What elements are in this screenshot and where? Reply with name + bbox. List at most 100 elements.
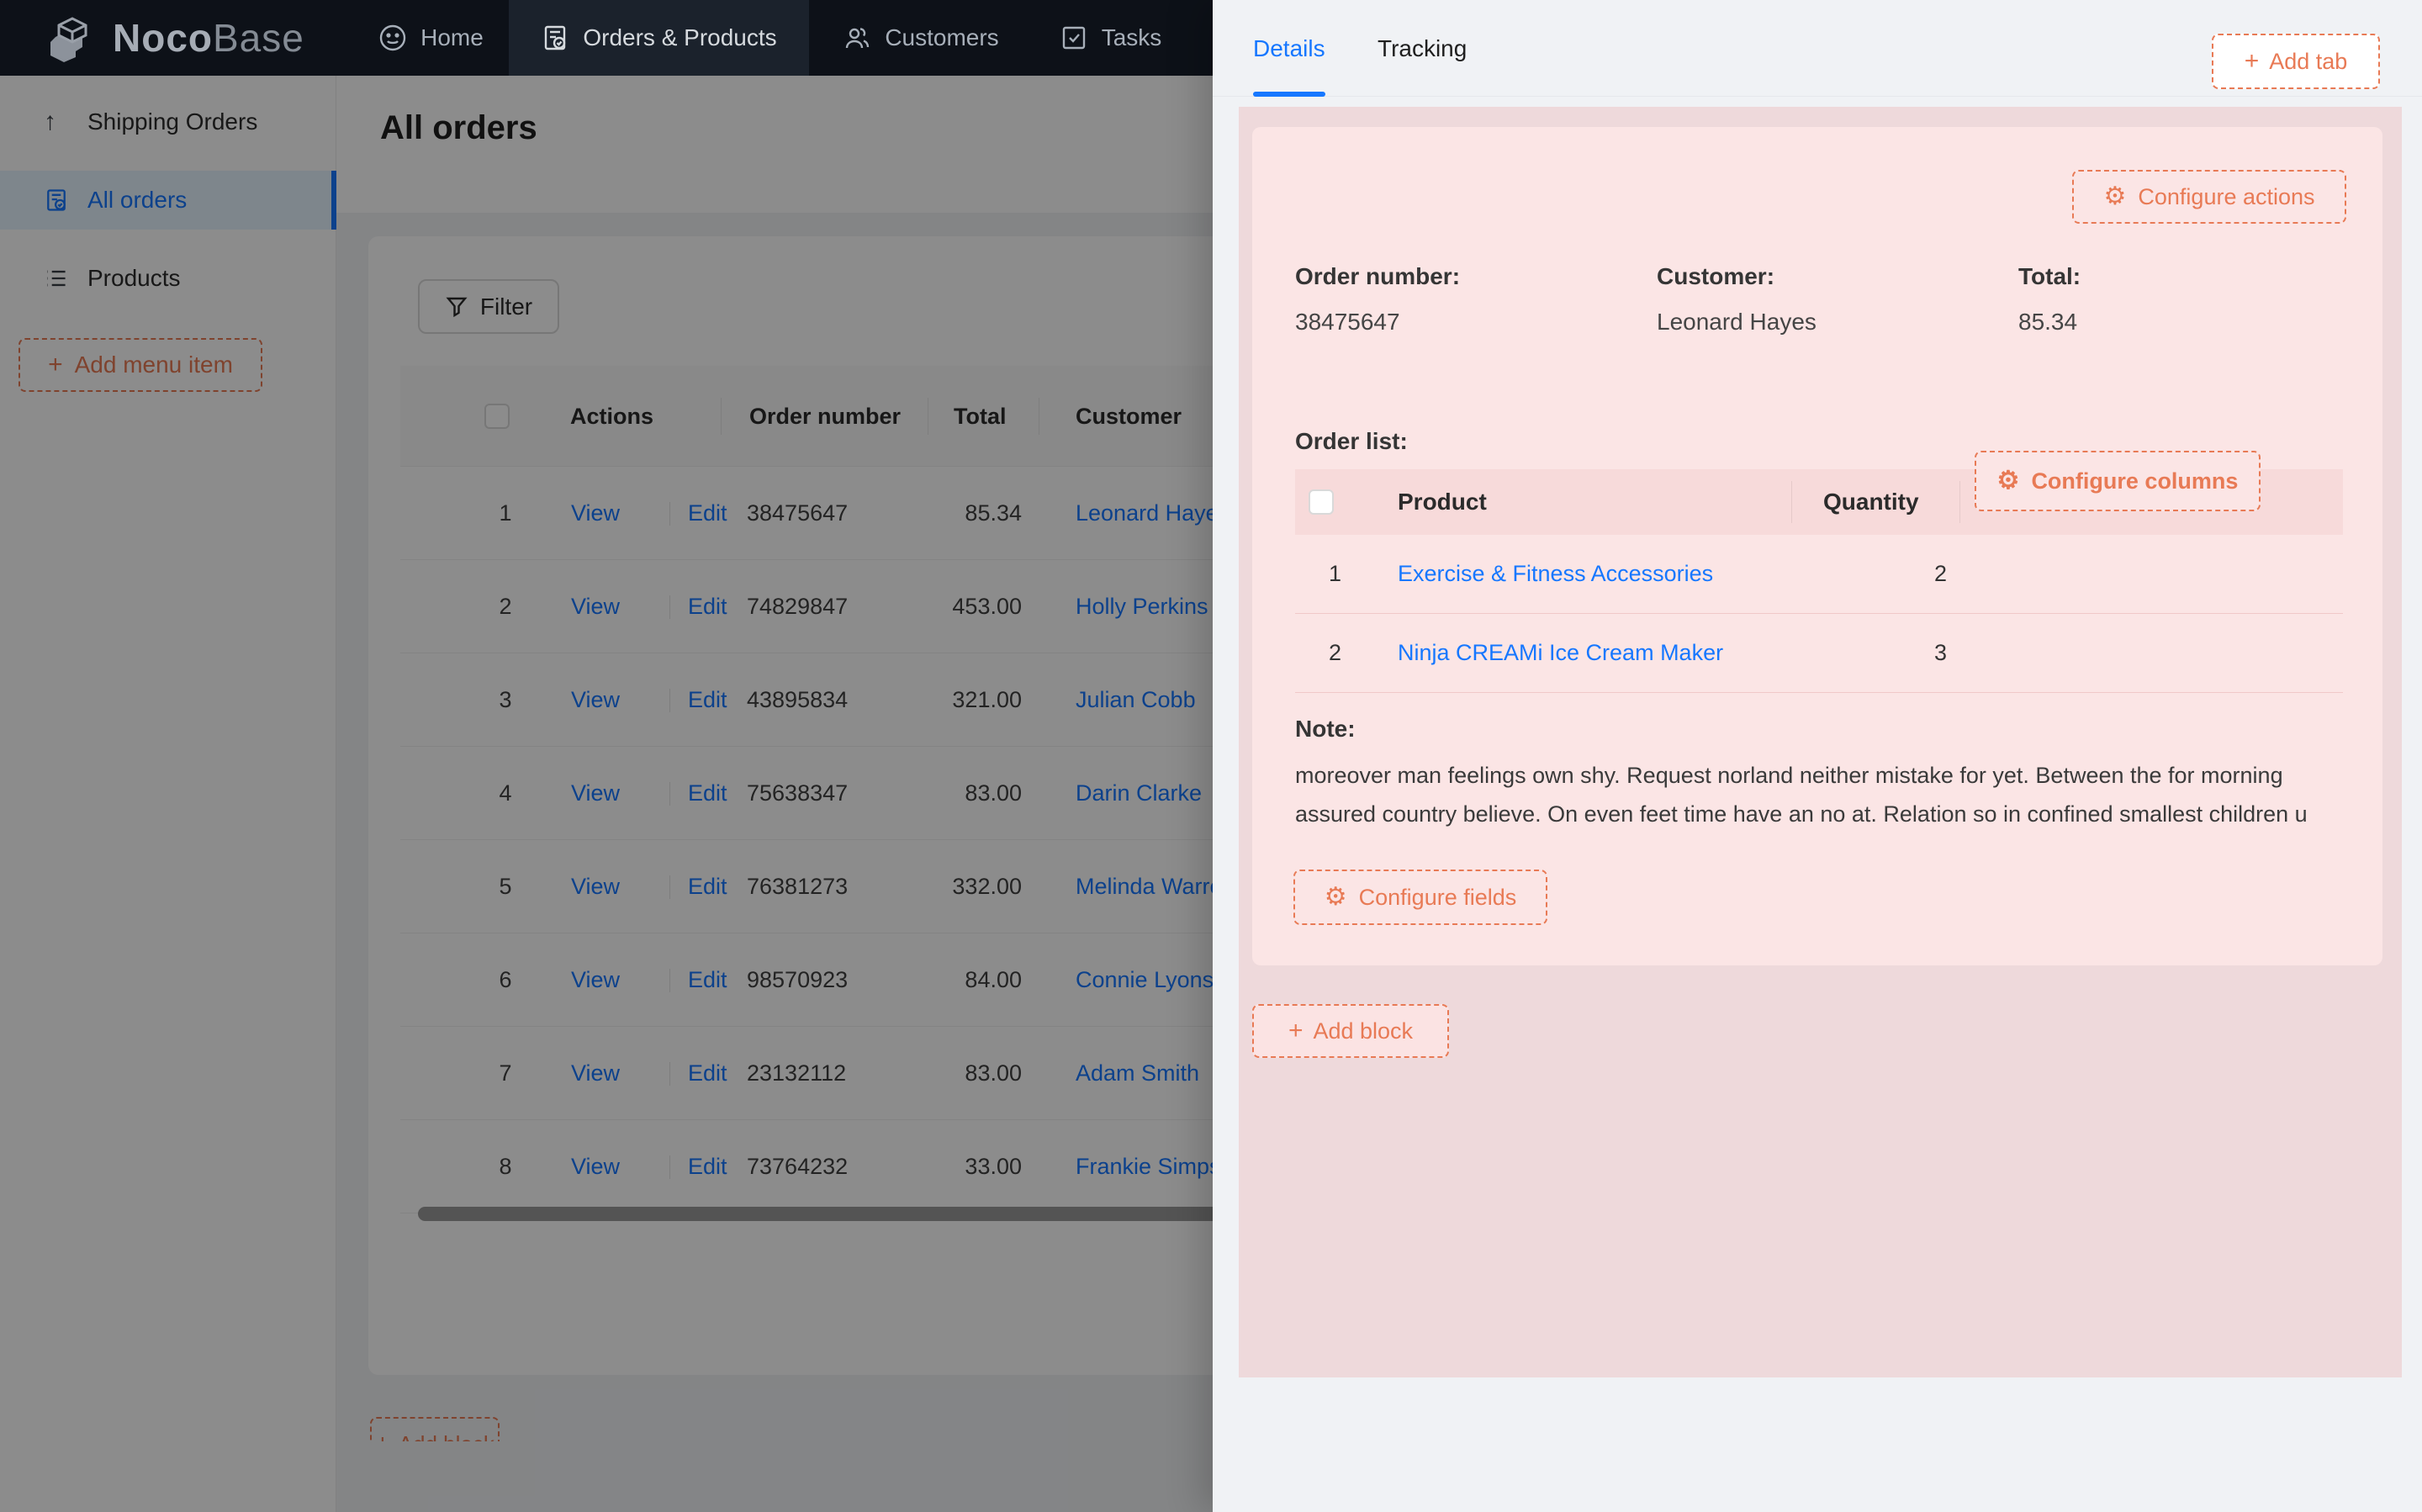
configure-actions-button[interactable]: ⚙ Configure actions [2072, 170, 2346, 224]
row-index: 8 [499, 1154, 512, 1179]
action-divider [669, 595, 670, 619]
plus-icon: + [2244, 47, 2260, 75]
edit-link[interactable]: Edit [688, 967, 727, 992]
horizontal-scrollbar[interactable] [418, 1207, 1213, 1221]
field-value: 85.34 [2018, 309, 2078, 335]
action-divider [669, 1062, 670, 1086]
customer-link[interactable]: Leonard Hayes [1657, 309, 1816, 335]
table-row[interactable]: 3 View Edit 43895834 321.00 Julian Cobb [400, 653, 1213, 747]
edit-link[interactable]: Edit [688, 780, 727, 806]
edit-link[interactable]: Edit [688, 500, 727, 526]
order-number-cell: 43895834 [747, 687, 849, 712]
customer-link[interactable]: Darin Clarke [1076, 780, 1203, 806]
customer-link[interactable]: Frankie Simpson [1076, 1154, 1213, 1179]
product-link[interactable]: Exercise & Fitness Accessories [1398, 561, 1714, 586]
nav-item-home[interactable]: Home [362, 0, 500, 76]
add-menu-item-label: Add menu item [74, 352, 233, 378]
field-total: Total: 85.34 [2018, 263, 2081, 336]
table-row[interactable]: 2 View Edit 74829847 453.00 Holly Perkin… [400, 560, 1213, 653]
column-header-order-number: Order number [749, 403, 902, 429]
edit-link[interactable]: Edit [688, 687, 727, 712]
note-label: Note: [1295, 716, 1356, 742]
customer-link[interactable]: Connie Lyons [1076, 967, 1213, 992]
order-list-row[interactable]: 2 Ninja CREAMi Ice Cream Maker 3 [1295, 614, 2343, 693]
view-link[interactable]: View [571, 967, 621, 992]
product-link[interactable]: Ninja CREAMi Ice Cream Maker [1398, 640, 1724, 665]
orders-document-icon [541, 24, 569, 52]
plus-icon: + [48, 351, 63, 378]
edit-link[interactable]: Edit [688, 1154, 727, 1179]
add-tab-button[interactable]: + Add tab [2212, 34, 2380, 89]
sidebar-item-products[interactable]: Products [0, 249, 336, 308]
column-header-quantity: Quantity [1823, 489, 1919, 515]
row-index: 1 [499, 500, 512, 526]
gear-icon: ⚙ [2103, 182, 2127, 210]
sidebar-item-shipping-orders[interactable]: ↑ Shipping Orders [0, 93, 336, 151]
action-divider [669, 502, 670, 526]
sidebar-item-all-orders[interactable]: All orders [0, 171, 336, 230]
field-order-number: Order number: 38475647 [1295, 263, 1460, 336]
table-row[interactable]: 4 View Edit 75638347 83.00 Darin Clarke [400, 747, 1213, 840]
order-list-row[interactable]: 1 Exercise & Fitness Accessories 2 [1295, 535, 2343, 614]
add-block-button-clipped[interactable]: + Add block [370, 1417, 500, 1441]
customer-link[interactable]: Melinda Warren [1076, 874, 1213, 899]
view-link[interactable]: View [571, 687, 621, 712]
note-text: moreover man feelings own shy. Request n… [1295, 763, 2308, 827]
edit-link[interactable]: Edit [688, 594, 727, 619]
gear-icon: ⚙ [1324, 883, 1347, 911]
nav-item-orders-products[interactable]: Orders & Products [509, 0, 809, 76]
total-cell: 332.00 [952, 874, 1022, 899]
nocobase-logo[interactable]: NocoBase [44, 0, 304, 76]
customer-link[interactable]: Holly Perkins [1076, 594, 1208, 619]
order-details-drawer: Details Tracking + Add tab ⚙ Configure a… [1213, 0, 2422, 1512]
view-link[interactable]: View [571, 780, 621, 806]
details-block: ⚙ Configure actions Order number: 384756… [1252, 127, 2382, 965]
table-row[interactable]: 7 View Edit 23132112 83.00 Adam Smith [400, 1027, 1213, 1120]
logo-text-noco: Noco [113, 16, 213, 60]
table-row[interactable]: 6 View Edit 98570923 84.00 Connie Lyons [400, 933, 1213, 1027]
table-row[interactable]: 1 View Edit 38475647 85.34 Leonard Hayes [400, 467, 1213, 560]
tab-details[interactable]: Details [1253, 34, 1325, 61]
edit-link[interactable]: Edit [688, 874, 727, 899]
view-link[interactable]: View [571, 874, 621, 899]
order-number-cell: 74829847 [747, 594, 849, 619]
add-block-label: Add block [1313, 1018, 1414, 1044]
customer-link[interactable]: Julian Cobb [1076, 687, 1196, 712]
nav-item-label: Customers [885, 24, 999, 50]
filter-button[interactable]: Filter [418, 279, 559, 334]
drawer-mask-overlay[interactable] [0, 76, 1213, 1512]
configure-columns-button[interactable]: ⚙ Configure columns [1975, 451, 2261, 511]
view-link[interactable]: View [571, 1060, 621, 1086]
select-all-checkbox[interactable] [1309, 469, 1334, 535]
configure-fields-button[interactable]: ⚙ Configure fields [1293, 870, 1547, 925]
customer-link[interactable]: Adam Smith [1076, 1060, 1200, 1086]
view-link[interactable]: View [571, 500, 621, 526]
add-menu-item-button[interactable]: + Add menu item [19, 338, 262, 392]
total-cell: 33.00 [965, 1154, 1022, 1179]
view-link[interactable]: View [571, 1154, 621, 1179]
select-all-checkbox[interactable] [484, 366, 510, 467]
order-list-label: Order list: [1295, 428, 1408, 454]
order-number-cell: 76381273 [747, 874, 849, 899]
column-header-customer: Customer [1076, 403, 1182, 429]
view-link[interactable]: View [571, 594, 621, 619]
configure-fields-label: Configure fields [1358, 884, 1517, 910]
quantity-cell: 2 [1934, 561, 1948, 586]
column-header-product: Product [1398, 489, 1487, 515]
tab-tracking[interactable]: Tracking [1378, 34, 1467, 61]
table-row[interactable]: 8 View Edit 73764232 33.00 Frankie Simps… [400, 1120, 1213, 1213]
nav-item-tasks[interactable]: Tasks [1050, 0, 1171, 76]
action-divider [669, 782, 670, 806]
table-row[interactable]: 5 View Edit 76381273 332.00 Melinda Warr… [400, 840, 1213, 933]
nav-item-customers[interactable]: Customers [828, 0, 1013, 76]
arrow-up-icon: ↑ [44, 108, 56, 135]
order-number-cell: 98570923 [747, 967, 849, 992]
edit-link[interactable]: Edit [688, 1060, 727, 1086]
customer-link[interactable]: Leonard Hayes [1076, 500, 1213, 526]
add-block-button[interactable]: + Add block [1252, 1004, 1449, 1058]
filter-button-label: Filter [479, 293, 533, 320]
total-cell: 321.00 [952, 687, 1022, 712]
orders-table-body: 1 View Edit 38475647 85.34 Leonard Hayes… [400, 467, 1213, 1213]
action-divider [669, 875, 670, 899]
action-divider [669, 1155, 670, 1179]
